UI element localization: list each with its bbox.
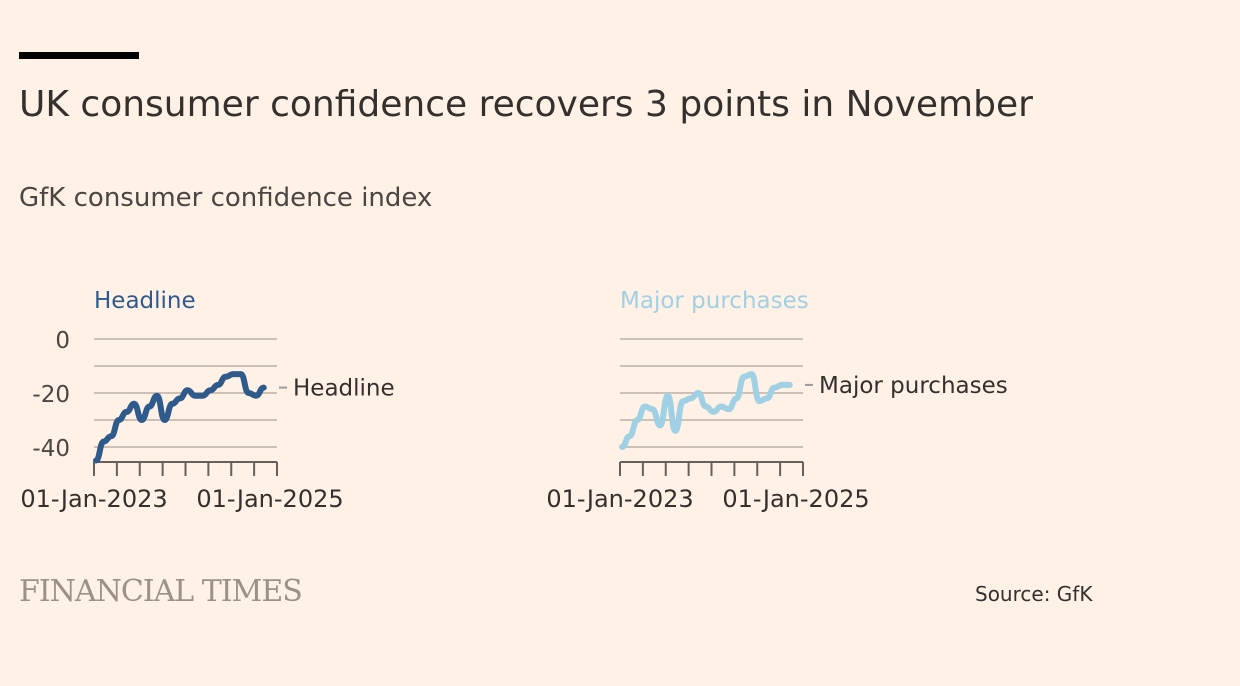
series-line — [93, 371, 267, 464]
source-note: Source: GfK — [975, 582, 1093, 606]
x-tick-label: 01-Jan-2023 — [20, 485, 167, 513]
x-tick-label: 01-Jan-2023 — [546, 485, 693, 513]
series-label: Major purchases — [819, 373, 1008, 399]
chart-title: UK consumer confidence recovers 3 points… — [19, 84, 1033, 125]
y-tick-label: -20 — [32, 382, 70, 408]
panel-title: Headline — [94, 288, 196, 314]
x-tick-label: 01-Jan-2025 — [722, 485, 869, 513]
ft-accent-bar — [19, 52, 139, 59]
y-tick-label: -40 — [32, 436, 70, 462]
chart-subtitle: GfK consumer confidence index — [19, 183, 433, 213]
ft-logo: FINANCIAL TIMES — [19, 574, 303, 609]
x-tick-label: 01-Jan-2025 — [196, 485, 343, 513]
y-tick-label: 0 — [55, 328, 70, 354]
panel-title: Major purchases — [620, 288, 809, 314]
series-line — [619, 371, 793, 450]
series-label: Headline — [293, 376, 395, 402]
